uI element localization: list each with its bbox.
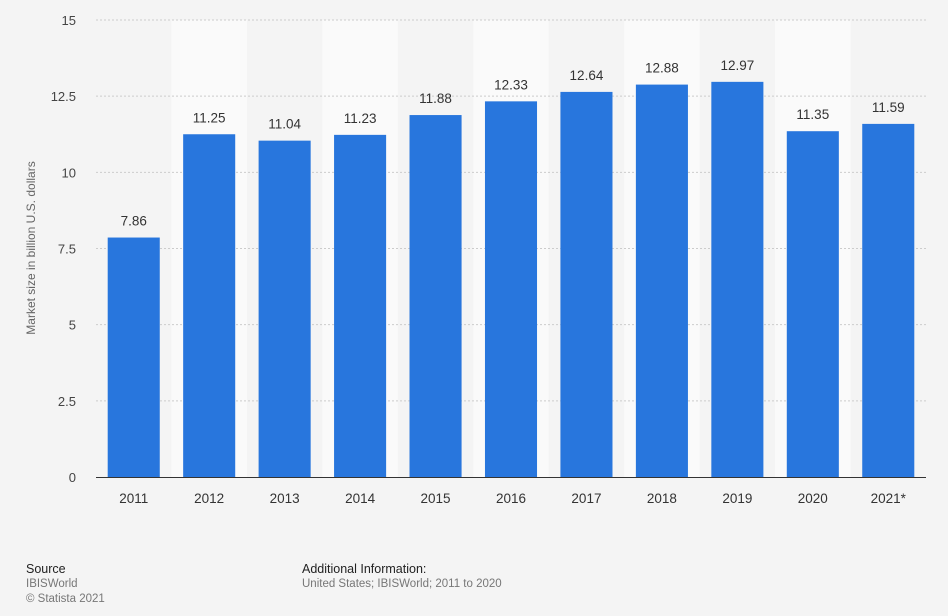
bar [862,123,915,478]
bar [484,101,538,477]
x-tick-label: 2019 [722,491,752,506]
y-tick-label: 12.5 [51,89,76,104]
x-tick-label: 2013 [270,491,300,506]
y-tick-label: 7.5 [58,242,76,257]
additional-info-block: Additional Information: United States; I… [302,562,502,592]
x-tick-label: 2020 [798,491,828,506]
x-tick-label: 2012 [194,491,224,506]
x-tick-label: 2011 [119,491,148,506]
value-label: 7.86 [121,214,147,229]
bar [334,134,387,478]
x-tick-label: 2017 [571,491,601,506]
x-tick-label: 2015 [421,491,451,506]
y-tick-label: 15 [62,13,76,28]
y-tick-labels: 0 2.5 5 7.5 10 12.5 15 [51,13,76,485]
bar-chart: 7.86 11.25 11.04 11.23 11.88 12.33 12.64 12.88 1… [24,13,926,506]
value-label: 11.35 [796,107,829,122]
bar [107,237,160,477]
value-label: 11.04 [268,117,301,132]
x-tick-labels: 2011 2012 2013 2014 2015 2016 2017 2018 2019 2020… [119,491,906,506]
source-block: Source IBISWorld © Statista 2021 [26,562,105,607]
value-label: 11.25 [193,110,226,125]
bar [635,84,688,478]
source-name: IBISWorld [26,578,78,590]
source-heading: Source [26,562,66,576]
bar [183,134,236,477]
x-tick-label: 2016 [496,491,526,506]
y-tick-label: 10 [62,165,76,180]
value-label: 11.59 [872,100,905,115]
y-tick-label: 0 [69,470,76,485]
bar [409,115,462,477]
x-tick-label: 2014 [345,491,376,506]
bar [258,140,311,477]
y-tick-label: 5 [69,318,76,333]
value-label: 12.64 [570,68,604,83]
additional-info-text: United States; IBISWorld; 2011 to 2020 [302,578,502,590]
value-label: 12.88 [645,61,679,76]
x-tick-label: 2018 [647,491,677,506]
additional-info-heading: Additional Information: [302,562,427,576]
bars [107,81,915,478]
bar [711,81,764,477]
copyright: © Statista 2021 [26,593,105,605]
value-labels: 7.86 11.25 11.04 11.23 11.88 12.33 12.64 12.88 1… [121,58,905,229]
y-axis-label: Market size in billion U.S. dollars [24,161,38,334]
value-label: 11.88 [419,91,452,106]
x-tick-label: 2021* [871,491,907,506]
y-tick-label: 2.5 [58,394,76,409]
value-label: 12.33 [494,77,528,92]
bar [786,131,839,477]
value-label: 11.23 [344,111,377,126]
bar [560,91,613,477]
value-label: 12.97 [720,58,754,73]
